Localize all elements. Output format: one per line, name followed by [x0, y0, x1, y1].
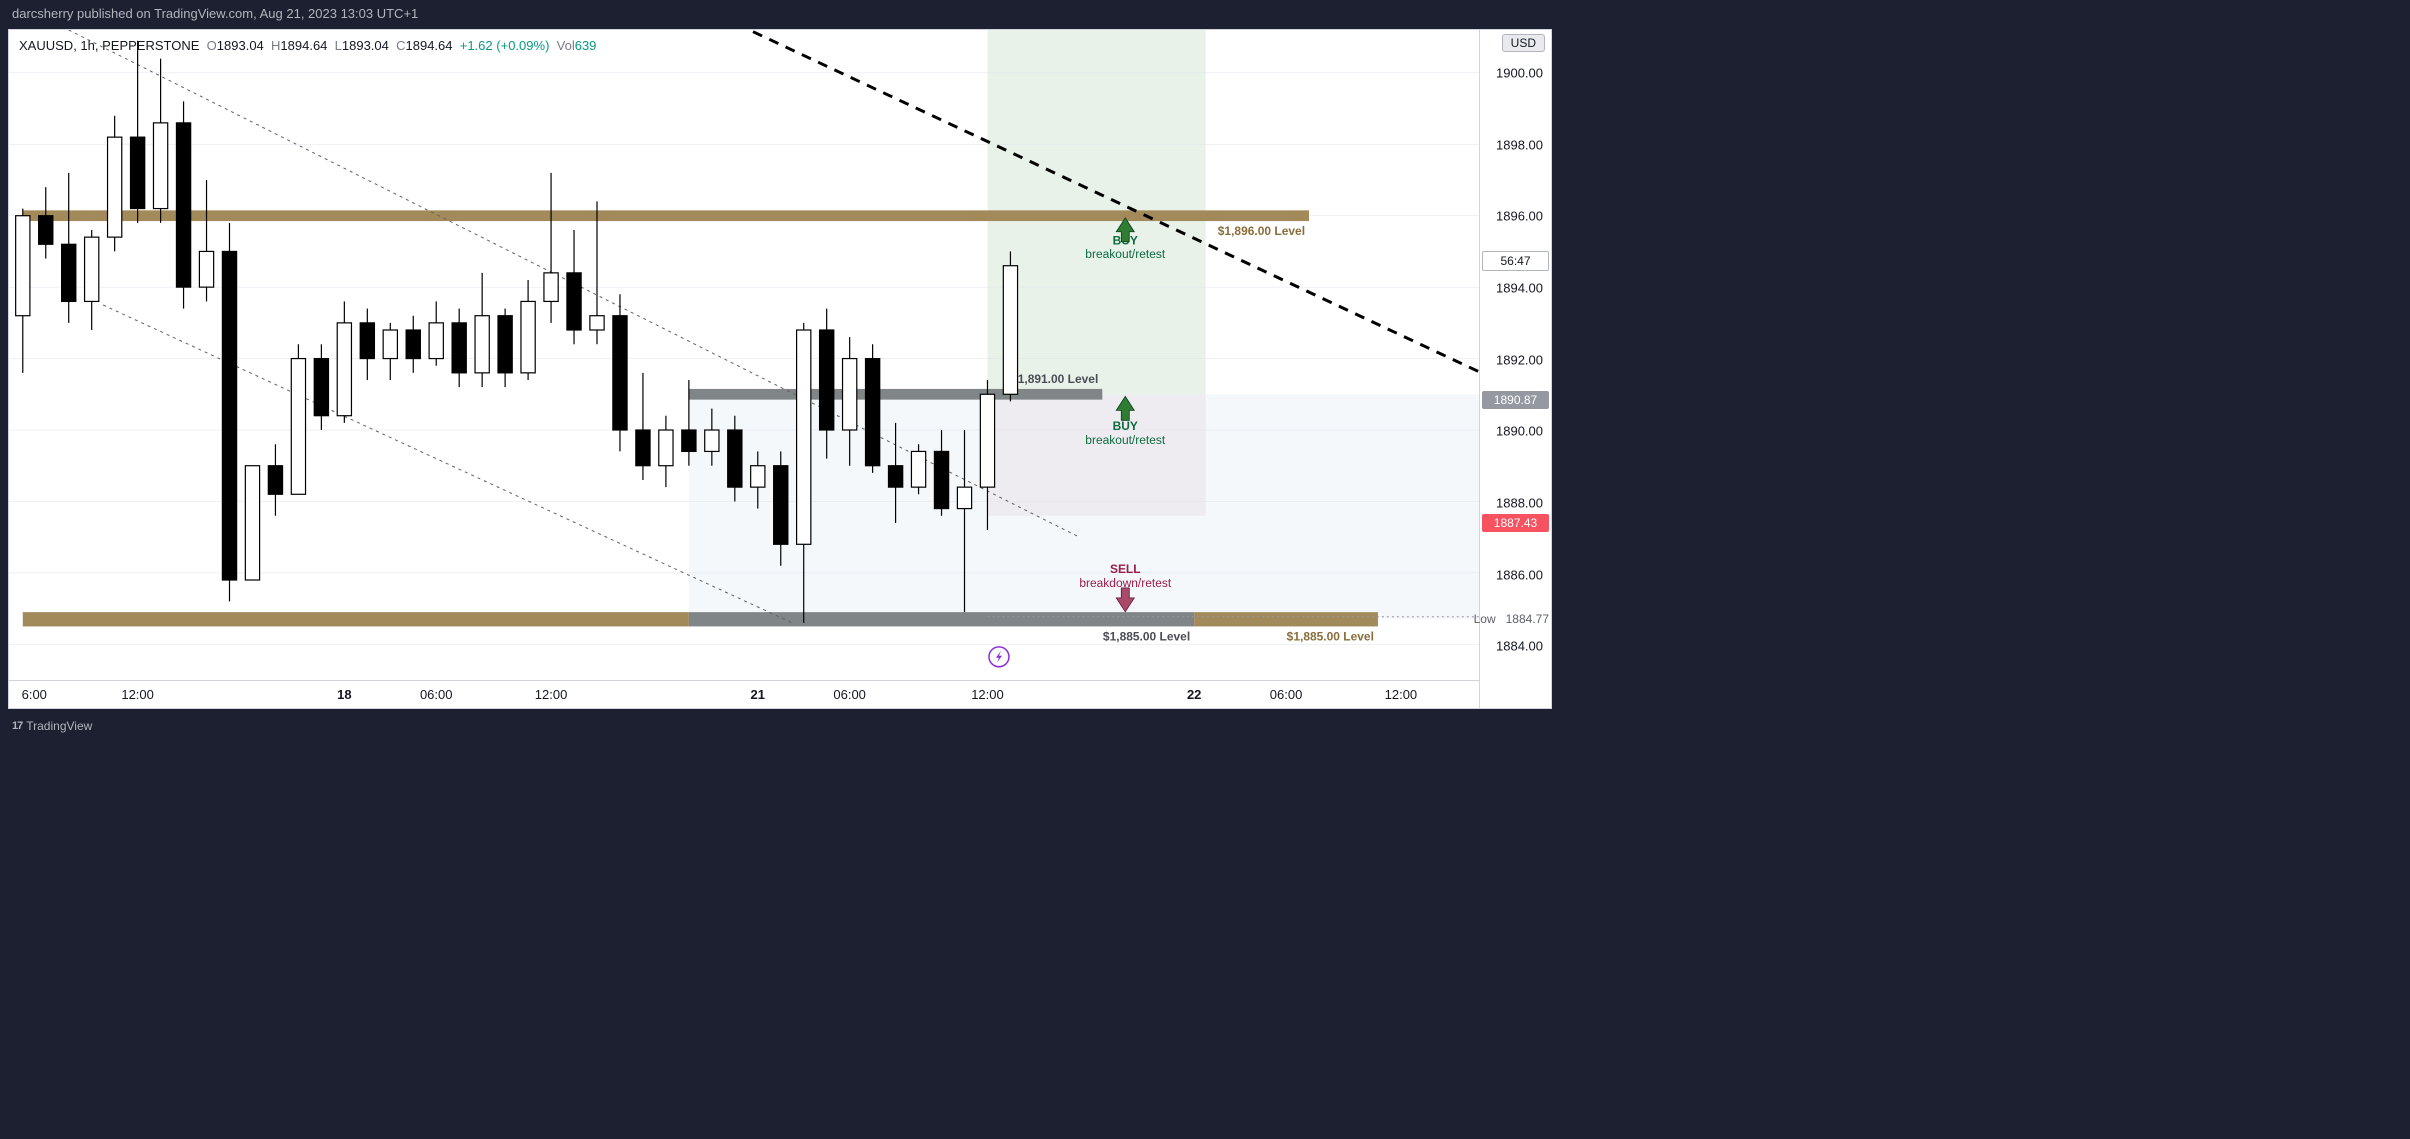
y-tick: 1898.00: [1496, 137, 1543, 152]
plot-area[interactable]: $1,896.00 Level $1,885.00 Level $1,885.00 …: [9, 30, 1479, 680]
footer: 17 TradingView: [0, 711, 1560, 741]
price-mark-current: 1890.87: [1482, 391, 1549, 409]
svg-text:breakout/retest: breakout/retest: [1085, 433, 1166, 447]
y-axis: USD 1900.00 1898.00 1896.00 1894.00 1892.00 1…: [1479, 30, 1551, 708]
svg-text:BUY: BUY: [1113, 419, 1138, 433]
tradingview-logo-icon: 17: [12, 720, 22, 732]
svg-text:$1,891.00 Level: $1,891.00 Level: [1011, 372, 1098, 386]
x-tick: 18: [337, 687, 351, 702]
y-tick: 1896.00: [1496, 209, 1543, 224]
x-tick: 12:00: [535, 687, 568, 702]
price-mark-alert: 1887.43: [1482, 514, 1549, 532]
x-axis: 6:00 12:00 18 06:00 12:00 21 06:00 12:00 22 06:00…: [9, 680, 1479, 708]
x-tick: 06:00: [833, 687, 866, 702]
y-tick: 1884.00: [1496, 639, 1543, 654]
y-tick: 1892.00: [1496, 352, 1543, 367]
x-tick: 12:00: [121, 687, 154, 702]
x-tick: 22: [1187, 687, 1201, 702]
y-tick: 1900.00: [1496, 65, 1543, 80]
bar-countdown: 56:47: [1482, 251, 1549, 271]
ohlc-bar: XAUUSD, 1h, PEPPERSTONE O1893.04 H1894.6…: [19, 38, 596, 53]
y-tick: 1894.00: [1496, 280, 1543, 295]
svg-text:$1,896.00 Level: $1,896.00 Level: [1218, 224, 1305, 238]
x-tick: 6:00: [22, 687, 47, 702]
chart-svg: $1,896.00 Level $1,885.00 Level $1,885.00 …: [9, 30, 1479, 680]
svg-text:breakout/retest: breakout/retest: [1085, 247, 1166, 261]
svg-text:$1,885.00 Level: $1,885.00 Level: [1103, 629, 1190, 643]
low-label: Low1884.77: [1474, 612, 1549, 626]
x-tick: 12:00: [971, 687, 1004, 702]
svg-text:SELL: SELL: [1110, 562, 1141, 576]
y-tick: 1890.00: [1496, 424, 1543, 439]
x-tick: 06:00: [420, 687, 453, 702]
chart-container[interactable]: XAUUSD, 1h, PEPPERSTONE O1893.04 H1894.6…: [8, 29, 1552, 709]
x-tick: 12:00: [1385, 687, 1418, 702]
y-tick: 1886.00: [1496, 567, 1543, 582]
chart-main[interactable]: XAUUSD, 1h, PEPPERSTONE O1893.04 H1894.6…: [9, 30, 1479, 708]
publish-text: darcsherry published on TradingView.com,…: [12, 6, 418, 21]
x-tick: 06:00: [1270, 687, 1303, 702]
svg-text:$1,885.00 Level: $1,885.00 Level: [1287, 629, 1374, 643]
footer-brand: TradingView: [26, 719, 92, 733]
publish-header: darcsherry published on TradingView.com,…: [0, 0, 1560, 27]
currency-badge: USD: [1502, 34, 1545, 52]
x-tick: 21: [751, 687, 765, 702]
y-tick: 1888.00: [1496, 495, 1543, 510]
